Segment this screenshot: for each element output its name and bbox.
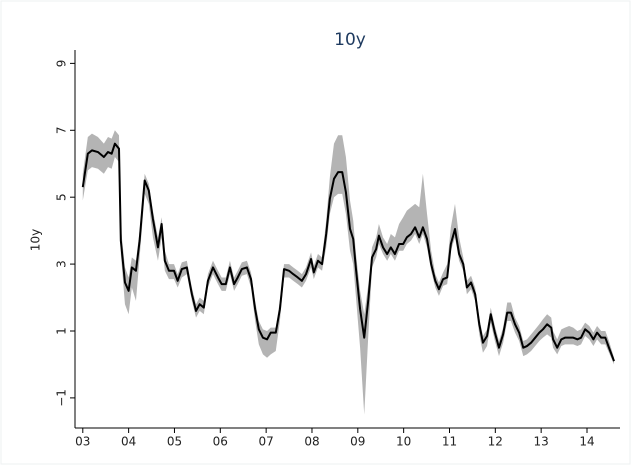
x-tick-label: 13 <box>534 435 549 449</box>
y-tick-label: 3 <box>55 260 69 268</box>
x-tick-label: 04 <box>121 435 136 449</box>
x-tick-label: 07 <box>258 435 273 449</box>
confidence-band <box>82 130 615 415</box>
y-tick-label: 1 <box>55 327 69 335</box>
x-tick-label: 08 <box>304 435 319 449</box>
y-tick-label: −1 <box>55 389 69 407</box>
x-tick-label: 03 <box>75 435 90 449</box>
x-tick-label: 11 <box>442 435 457 449</box>
y-tick-label: 5 <box>55 193 69 201</box>
x-tick-label: 05 <box>167 435 182 449</box>
x-tick-label: 09 <box>350 435 365 449</box>
line <box>81 142 615 362</box>
x-tick-label: 12 <box>488 435 503 449</box>
y-axis-label: 10y <box>29 229 43 251</box>
x-tick-label: 06 <box>213 435 228 449</box>
y-tick-label: 7 <box>55 126 69 134</box>
chart-title: 10y <box>334 30 366 50</box>
y-tick-label: 9 <box>55 60 69 68</box>
x-tick-label: 10 <box>396 435 411 449</box>
x-tick-label: 14 <box>579 435 594 449</box>
